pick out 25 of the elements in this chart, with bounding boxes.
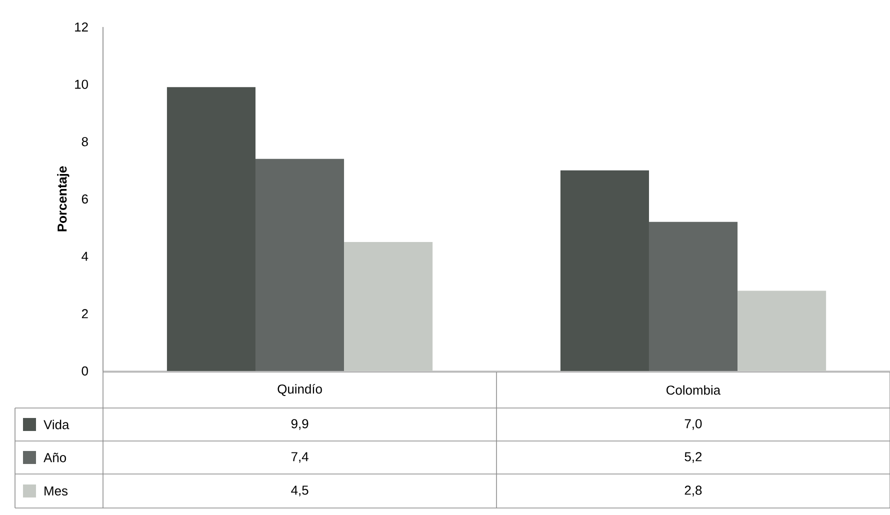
- data-label: 7,4: [291, 452, 308, 463]
- data-label: 2,8: [684, 486, 702, 496]
- y-tick-label: 10: [75, 80, 88, 89]
- y-tick-label: 4: [82, 252, 88, 261]
- data-label: 5,2: [684, 452, 702, 463]
- y-tick-label: 8: [82, 137, 88, 146]
- x-tick-label: Quindío: [278, 384, 322, 396]
- data-label: 7,0: [684, 419, 702, 430]
- bar: [648, 222, 738, 371]
- bar: [344, 242, 433, 371]
- bar: [738, 290, 826, 371]
- data-label: 9,9: [291, 419, 308, 430]
- y-tick-label: 2: [82, 309, 88, 318]
- y-tick-label: 0: [82, 366, 88, 376]
- y-tick-label: 12: [75, 22, 88, 32]
- data-label: 4,5: [291, 486, 308, 496]
- legend-label: Vida: [44, 420, 70, 430]
- x-tick-label: Colombia: [666, 385, 721, 395]
- legend-label: Año: [44, 452, 66, 462]
- bar: [255, 158, 344, 371]
- legend-label: Mes: [44, 486, 68, 496]
- bar: [166, 87, 256, 371]
- bar: [560, 170, 649, 371]
- y-axis-title: Porcentaje: [57, 166, 70, 232]
- y-tick-label: 6: [82, 194, 88, 204]
